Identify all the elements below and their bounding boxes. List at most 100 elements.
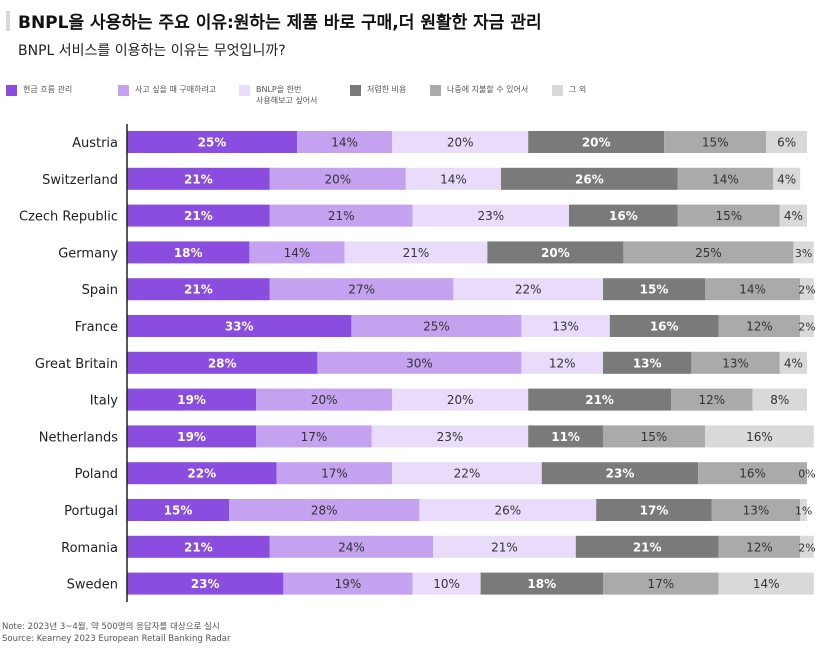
data-label: 20% xyxy=(447,136,474,150)
bar-segment xyxy=(779,204,807,227)
data-label: 28% xyxy=(311,504,338,518)
data-label: 2% xyxy=(798,541,815,554)
data-label: 2% xyxy=(798,321,815,334)
bar-segment xyxy=(528,131,665,153)
data-label: 15% xyxy=(641,430,668,444)
bar-segment xyxy=(229,499,420,521)
bar-segment xyxy=(297,131,393,153)
category-label: Czech Republic xyxy=(19,210,118,225)
bar-segment xyxy=(800,499,807,521)
bar-segment xyxy=(664,131,767,153)
data-label: 21% xyxy=(491,540,518,554)
bar-segment xyxy=(501,167,678,190)
bar-segment xyxy=(671,388,753,411)
legend-item: 나중에 지불할 수 있어서 xyxy=(430,84,528,96)
data-label: 33% xyxy=(225,320,254,334)
bar-segment xyxy=(623,241,794,264)
legend-swatch xyxy=(430,85,441,96)
bar-segment xyxy=(752,388,807,411)
data-label: 15% xyxy=(164,504,193,518)
data-label: 15% xyxy=(640,283,669,297)
legend-swatch xyxy=(6,85,17,96)
footnote: Note: 2023년 3~4월, 약 500명의 응답자를 대상으로 실시 S… xyxy=(2,621,231,645)
data-label: 26% xyxy=(575,172,604,186)
category-label: Spain xyxy=(82,283,118,298)
data-label: 15% xyxy=(715,209,742,223)
bar-segment xyxy=(480,572,603,595)
bar-segment xyxy=(392,462,542,485)
legend-swatch xyxy=(239,85,250,96)
data-label: 28% xyxy=(208,356,237,370)
bar-segment xyxy=(127,535,270,558)
data-label: 17% xyxy=(321,467,348,481)
data-label: 15% xyxy=(702,136,729,150)
data-label: 14% xyxy=(284,246,311,260)
category-label: Romania xyxy=(61,541,118,556)
data-label: 30% xyxy=(406,356,433,370)
bar-segment xyxy=(766,131,807,153)
bar-segment xyxy=(127,204,270,227)
bar-segment xyxy=(269,204,413,227)
data-label: 25% xyxy=(198,136,227,150)
data-label: 25% xyxy=(695,246,722,260)
data-label: 14% xyxy=(440,172,467,186)
bar-segment xyxy=(419,499,597,521)
bar-segment xyxy=(127,572,284,595)
data-label: 27% xyxy=(348,283,375,297)
legend-label: 그 외 xyxy=(569,85,587,94)
data-label: 4% xyxy=(784,356,803,370)
title-block: BNPL을 사용하는 주요 이유:원하는 제품 바로 구매,더 원활한 자금 관… xyxy=(6,8,542,33)
bar-segment xyxy=(269,535,433,558)
bar-segment xyxy=(698,462,807,485)
category-label: France xyxy=(75,320,118,335)
bar-segment xyxy=(371,425,529,448)
data-label: 17% xyxy=(301,430,328,444)
category-label: Great Britain xyxy=(35,357,118,372)
legend-swatch xyxy=(350,85,361,96)
data-label: 8% xyxy=(770,393,789,407)
bar-segment xyxy=(412,572,481,595)
data-label: 22% xyxy=(187,467,216,481)
data-label: 20% xyxy=(447,393,474,407)
bar-segment xyxy=(603,425,705,448)
bar-segment xyxy=(528,425,603,448)
bar-segment xyxy=(603,572,719,595)
category-label: Sweden xyxy=(67,578,118,593)
legend-label: 나중에 지불할 수 있어서 xyxy=(447,85,529,94)
data-label: 21% xyxy=(184,209,213,223)
bar-segment xyxy=(127,241,250,264)
bar-segment xyxy=(569,204,678,227)
data-label: 0% xyxy=(798,468,815,481)
category-label: Netherlands xyxy=(39,430,118,445)
data-label: 22% xyxy=(454,467,481,481)
data-label: 20% xyxy=(311,393,338,407)
data-label: 21% xyxy=(585,393,614,407)
data-label: 17% xyxy=(640,504,669,518)
data-label: 21% xyxy=(184,172,213,186)
bar-segment xyxy=(249,241,345,264)
bar-segment xyxy=(392,388,529,411)
data-label: 18% xyxy=(527,577,556,591)
data-label: 13% xyxy=(743,504,770,518)
bar-segment xyxy=(127,462,277,485)
bar-segment xyxy=(800,315,814,337)
data-label: 19% xyxy=(177,430,206,444)
bar-segment xyxy=(528,388,671,411)
data-label: 23% xyxy=(606,467,635,481)
legend-item: 그 외 xyxy=(552,84,586,96)
chart-title: BNPL을 사용하는 주요 이유:원하는 제품 바로 구매,더 원활한 자금 관… xyxy=(18,13,542,33)
note-text: Note: 2023년 3~4월, 약 500명의 응답자를 대상으로 실시 xyxy=(2,622,220,632)
data-label: 6% xyxy=(777,136,796,150)
bar-segment xyxy=(127,315,352,337)
data-label: 4% xyxy=(777,172,796,186)
data-label: 21% xyxy=(328,209,355,223)
data-label: 1% xyxy=(795,505,812,518)
category-label: Austria xyxy=(72,136,118,151)
data-label: 23% xyxy=(477,209,504,223)
bar-segment xyxy=(596,499,712,521)
title-accent-bar xyxy=(6,10,10,31)
bar-segment xyxy=(256,425,372,448)
bar-segment xyxy=(392,131,529,153)
bar-segment xyxy=(779,351,807,374)
bar-segment xyxy=(718,315,801,337)
